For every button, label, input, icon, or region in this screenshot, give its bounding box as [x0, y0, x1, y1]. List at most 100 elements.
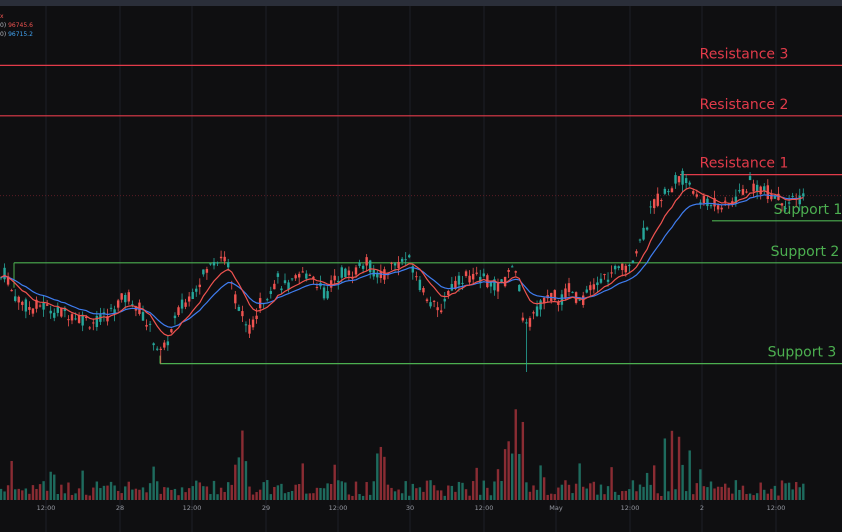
- candle-body: [42, 302, 45, 310]
- candle-body: [216, 262, 219, 264]
- volume-bar: [578, 463, 581, 500]
- candle-body: [511, 266, 514, 268]
- candle-body: [170, 329, 173, 333]
- legend-value: 96715.2: [8, 31, 33, 38]
- volume-bar: [656, 493, 659, 500]
- volume-bar: [74, 493, 77, 500]
- candle-body: [400, 258, 404, 262]
- candle-body: [35, 299, 38, 309]
- candle-body: [738, 190, 741, 192]
- candle-body: [514, 271, 517, 273]
- volume-bar: [731, 493, 734, 500]
- volume-bar: [468, 495, 471, 500]
- candle-body: [755, 184, 759, 193]
- candle-body: [74, 318, 77, 320]
- candle-body: [70, 314, 74, 321]
- volume-bar: [716, 486, 720, 500]
- volume-bar: [450, 485, 454, 500]
- volume-bar: [216, 494, 219, 500]
- volume-bar: [53, 474, 56, 500]
- volume-bar: [532, 485, 535, 500]
- volume-bar: [724, 483, 727, 500]
- volume-bar: [131, 489, 134, 500]
- candle-body: [649, 206, 652, 208]
- volume-bar: [557, 487, 560, 500]
- ema-fast-line: [0, 187, 804, 337]
- volume-bar: [205, 486, 209, 500]
- volume-bar: [415, 488, 418, 500]
- candle-body: [152, 343, 155, 346]
- volume-bars: [0, 409, 805, 500]
- candle-body: [635, 251, 638, 254]
- candle-body: [120, 293, 123, 300]
- volume-bar: [35, 488, 38, 500]
- candle-body: [418, 279, 422, 290]
- volume-bar: [610, 467, 613, 500]
- volume-bar: [67, 482, 70, 500]
- candle-body: [38, 305, 42, 307]
- candle-body: [613, 265, 617, 270]
- volume-bar: [802, 483, 805, 500]
- volume-bar: [156, 481, 159, 500]
- candle-body: [684, 178, 688, 184]
- volume-bar: [14, 489, 17, 500]
- candle-body: [674, 175, 677, 184]
- candle-body: [283, 280, 287, 284]
- volume-bar: [49, 471, 52, 500]
- candle-body: [411, 266, 414, 273]
- volume-bar: [638, 484, 642, 500]
- volume-bar: [734, 480, 738, 500]
- candle-body: [667, 191, 670, 193]
- volume-bar: [493, 481, 496, 500]
- volume-bar: [177, 495, 180, 500]
- volume-bar: [564, 480, 567, 500]
- volume-bar: [443, 495, 446, 500]
- candle-body: [92, 322, 95, 324]
- volume-bar: [184, 492, 187, 500]
- candle-body: [184, 302, 187, 307]
- level-label: Support 2: [771, 244, 840, 260]
- candle-body: [159, 348, 162, 350]
- candle-body: [354, 267, 358, 275]
- candle-body: [141, 312, 145, 321]
- top-toolbar: [0, 0, 842, 6]
- volume-bar: [688, 450, 691, 500]
- volume-bar: [624, 490, 627, 500]
- volume-bar: [649, 484, 652, 500]
- time-axis-label: 12:00: [621, 504, 640, 512]
- indicator-legend: x 0) 96745.6 0) 96715.2: [0, 12, 33, 39]
- candle-body: [670, 188, 674, 193]
- volume-bar: [383, 456, 386, 500]
- candle-body: [535, 306, 539, 316]
- candle-body: [266, 299, 269, 301]
- volume-bar: [276, 485, 280, 500]
- volume-bar: [720, 486, 723, 500]
- volume-bar: [518, 453, 521, 500]
- volume-bar: [418, 487, 422, 500]
- volume-bar: [752, 495, 755, 500]
- legend-row: 0) 96745.6: [0, 21, 33, 30]
- volume-bar: [301, 463, 304, 500]
- candle-body: [202, 269, 205, 275]
- candle-body: [312, 276, 315, 279]
- price-chart[interactable]: Resistance 3 Resistance 2 Resistance 1 Supp…: [0, 6, 842, 532]
- volume-bar: [191, 486, 194, 500]
- candle-body: [532, 312, 535, 314]
- volume-bar: [209, 494, 212, 500]
- volume-bar: [709, 481, 713, 500]
- volume-bar: [553, 494, 556, 500]
- candle-body: [507, 269, 510, 272]
- volume-bar: [542, 477, 546, 500]
- volume-bar: [787, 482, 791, 500]
- volume-bar: [454, 491, 457, 500]
- candle-body: [539, 300, 542, 310]
- volume-bar: [642, 486, 645, 500]
- volume-bar: [599, 484, 603, 500]
- candle-body: [525, 322, 528, 324]
- candle-body: [628, 264, 631, 267]
- candle-body: [67, 319, 70, 321]
- candle-body: [361, 265, 365, 269]
- candle-body: [408, 255, 411, 258]
- volume-bar: [38, 484, 42, 500]
- volume-bar: [706, 487, 709, 500]
